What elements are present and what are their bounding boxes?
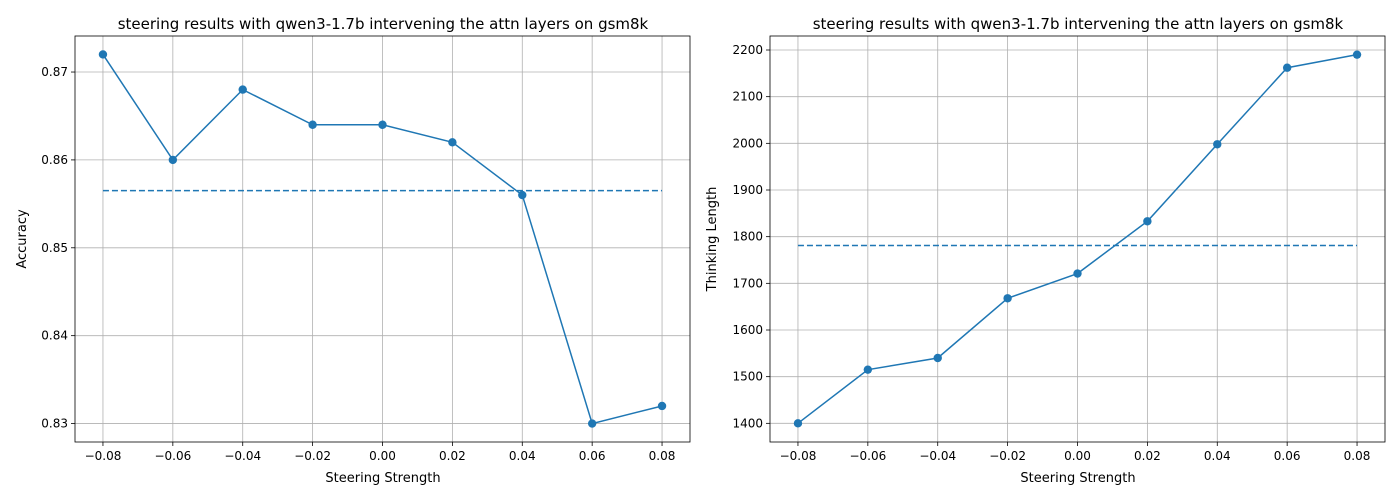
y-axis-label: Thinking Length (705, 187, 720, 293)
x-axis-label: Steering Strength (325, 471, 440, 486)
data-point (1282, 63, 1292, 72)
y-axis-label: Accuracy (15, 209, 30, 269)
x-tick-label: −0.08 (85, 449, 122, 463)
data-point (1003, 294, 1012, 303)
data-point (1213, 140, 1222, 149)
x-tick-label: −0.08 (780, 449, 817, 463)
chart-title: steering results with qwen3-1.7b interve… (813, 15, 1344, 33)
x-axis-label: Steering Strength (1020, 471, 1135, 486)
x-tick-label: −0.02 (989, 449, 1026, 463)
y-tick-label: 0.84 (41, 329, 68, 343)
data-point (1073, 269, 1082, 278)
y-tick-label: 1900 (732, 183, 763, 197)
x-tick-label: 0.08 (649, 449, 676, 463)
data-point (378, 120, 387, 129)
y-tick-label: 2200 (732, 43, 763, 57)
chart-thinking-length: steering results with qwen3-1.7b interve… (705, 15, 1386, 486)
y-tick-label: 2000 (732, 136, 763, 150)
x-tick-label: 0.02 (439, 449, 466, 463)
data-point (448, 138, 457, 147)
y-tick-label: 0.83 (41, 417, 68, 431)
data-point (98, 50, 108, 59)
x-tick-label: −0.06 (154, 449, 191, 463)
y-tick-label: 1700 (732, 276, 763, 290)
data-point (168, 155, 178, 165)
data-point (238, 85, 247, 94)
x-tick-label: 0.00 (369, 449, 396, 463)
data-point (1352, 50, 1362, 59)
y-tick-label: 0.85 (41, 241, 68, 255)
data-point (1143, 217, 1152, 226)
data-point (657, 401, 667, 411)
y-tick-label: 0.87 (41, 65, 68, 79)
x-tick-label: 0.02 (1134, 449, 1161, 463)
y-tick-label: 0.86 (41, 153, 68, 167)
y-tick-label: 1500 (732, 370, 763, 384)
x-tick-label: 0.06 (1274, 449, 1301, 463)
x-tick-label: −0.06 (849, 449, 886, 463)
chart-accuracy: steering results with qwen3-1.7b interve… (15, 15, 691, 486)
x-tick-label: 0.04 (1204, 449, 1231, 463)
x-tick-label: −0.02 (294, 449, 331, 463)
data-point (518, 190, 527, 200)
data-point (933, 353, 942, 363)
y-tick-label: 1600 (732, 323, 763, 337)
x-tick-label: −0.04 (919, 449, 956, 463)
x-tick-label: 0.00 (1064, 449, 1091, 463)
y-tick-label: 1400 (732, 416, 763, 430)
chart-title: steering results with qwen3-1.7b interve… (118, 15, 649, 33)
x-tick-label: 0.08 (1344, 449, 1371, 463)
y-tick-label: 1800 (732, 230, 763, 244)
data-point (308, 120, 317, 129)
data-point (793, 419, 803, 428)
x-tick-label: 0.06 (579, 449, 606, 463)
data-point (587, 419, 597, 428)
x-tick-label: 0.04 (509, 449, 536, 463)
data-point (863, 365, 873, 374)
x-tick-label: −0.04 (224, 449, 261, 463)
y-tick-label: 2100 (732, 90, 763, 104)
